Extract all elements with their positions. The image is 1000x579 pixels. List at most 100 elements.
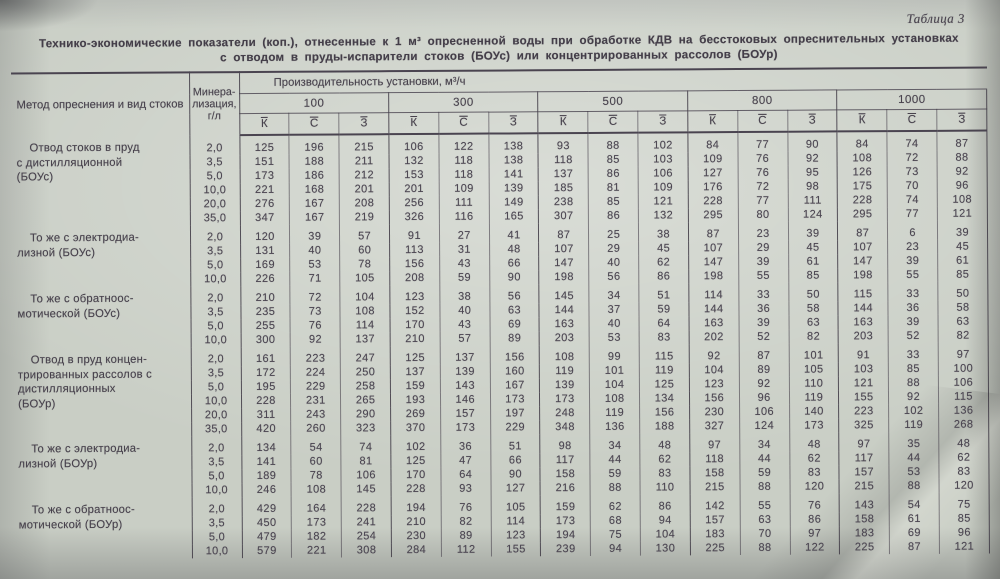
subcolumn-header: К	[687, 110, 738, 133]
value-cell: 88	[739, 479, 790, 495]
value-cell: 228	[391, 481, 441, 497]
value-cell: 106	[638, 166, 689, 181]
value-cell: 111	[439, 195, 490, 210]
value-cell: 165	[489, 209, 539, 224]
value-cell: 118	[438, 167, 489, 182]
value-cell: 62	[638, 255, 689, 270]
subcolumn-letter: З	[808, 114, 816, 127]
value-cell: 186	[289, 168, 340, 183]
value-cell: 86	[640, 494, 691, 514]
value-cell: 173	[291, 515, 342, 530]
value-cell: 137	[390, 364, 441, 380]
value-cell: 230	[689, 405, 740, 420]
value-cell: 311	[241, 407, 292, 423]
value-cell: 117	[839, 451, 890, 466]
value-cell: 85	[937, 267, 988, 282]
value-cell: 203	[838, 329, 889, 344]
value-cell: 182	[291, 529, 342, 544]
value-cell: 201	[339, 182, 390, 197]
value-cell: 64	[639, 316, 689, 331]
value-cell: 45	[638, 241, 689, 256]
mineralization-cell: 2,0	[191, 436, 242, 456]
value-cell: 147	[539, 255, 589, 271]
value-cell: 210	[391, 514, 442, 530]
value-cell: 250	[340, 365, 391, 380]
value-cell: 326	[389, 209, 440, 225]
value-cell: 31	[439, 242, 490, 257]
value-cell: 74	[340, 435, 391, 455]
value-cell: 208	[339, 196, 390, 211]
value-cell: 60	[339, 243, 390, 258]
value-cell: 141	[488, 167, 539, 182]
value-cell: 97	[689, 433, 740, 453]
value-cell: 241	[341, 515, 392, 530]
value-cell: 77	[887, 206, 938, 222]
value-cell: 215	[339, 134, 390, 155]
value-cell: 85	[788, 268, 839, 283]
value-cell: 53	[290, 257, 340, 272]
value-cell: 239	[540, 541, 591, 557]
value-cell: 62	[590, 494, 641, 514]
value-cell: 258	[340, 379, 391, 394]
value-cell: 117	[540, 452, 591, 468]
value-cell: 104	[589, 377, 640, 392]
value-cell: 76	[737, 165, 788, 181]
value-cell: 51	[638, 283, 689, 303]
value-cell: 119	[639, 363, 690, 378]
capacity-header-800: 800	[687, 89, 838, 111]
value-cell: 107	[539, 241, 589, 257]
value-cell: 88	[588, 132, 639, 153]
value-cell: 231	[290, 393, 341, 408]
value-cell: 106	[739, 404, 790, 420]
value-cell: 52	[738, 329, 789, 345]
value-cell: 300	[240, 332, 291, 348]
value-cell: 149	[488, 195, 539, 210]
subcolumn-letter: С	[309, 117, 319, 130]
value-cell: 92	[937, 164, 988, 179]
value-cell: 122	[438, 133, 489, 154]
value-cell: 97	[789, 526, 840, 541]
value-cell: 167	[289, 210, 340, 225]
subcolumn-header: С	[588, 111, 638, 133]
value-cell: 167	[289, 196, 340, 211]
value-cell: 159	[540, 494, 591, 515]
value-cell: 104	[340, 285, 390, 305]
value-cell: 54	[889, 492, 940, 513]
value-cell: 55	[739, 493, 790, 514]
value-cell: 48	[639, 433, 690, 453]
subcolumn-header: З	[936, 109, 987, 131]
subcolumn-header: К	[239, 113, 290, 136]
value-cell: 36	[440, 434, 491, 454]
value-cell: 138	[488, 133, 539, 154]
value-cell: 126	[837, 165, 888, 180]
value-cell: 155	[491, 542, 541, 557]
value-cell: 229	[490, 420, 541, 435]
value-cell: 420	[241, 421, 292, 437]
value-cell: 219	[339, 210, 390, 225]
value-cell: 104	[640, 527, 691, 542]
value-cell: 119	[589, 405, 640, 420]
value-cell: 123	[689, 377, 740, 392]
mineralization-cell: 5,0	[191, 469, 242, 484]
value-cell: 40	[439, 303, 490, 318]
value-cell: 108	[837, 151, 888, 166]
subcolumn-header: С	[289, 112, 340, 135]
value-cell: 189	[241, 468, 292, 484]
value-cell: 124	[787, 207, 838, 222]
value-cell: 269	[390, 406, 441, 422]
subcolumn-letter: З	[360, 117, 368, 130]
value-cell: 164	[291, 496, 342, 516]
value-cell: 73	[887, 164, 938, 180]
value-cell: 82	[788, 329, 839, 344]
value-cell: 152	[389, 303, 440, 319]
value-cell: 47	[440, 453, 491, 468]
value-cell: 125	[390, 345, 441, 366]
value-cell: 96	[739, 390, 790, 406]
subcolumn-letter: К	[559, 116, 567, 129]
value-cell: 93	[538, 132, 589, 154]
value-cell: 147	[688, 255, 739, 270]
value-cell: 87	[889, 539, 940, 555]
mineralization-cell: 5,0	[190, 258, 241, 273]
mineralization-cell: 5,0	[189, 169, 240, 184]
value-cell: 308	[341, 543, 392, 558]
